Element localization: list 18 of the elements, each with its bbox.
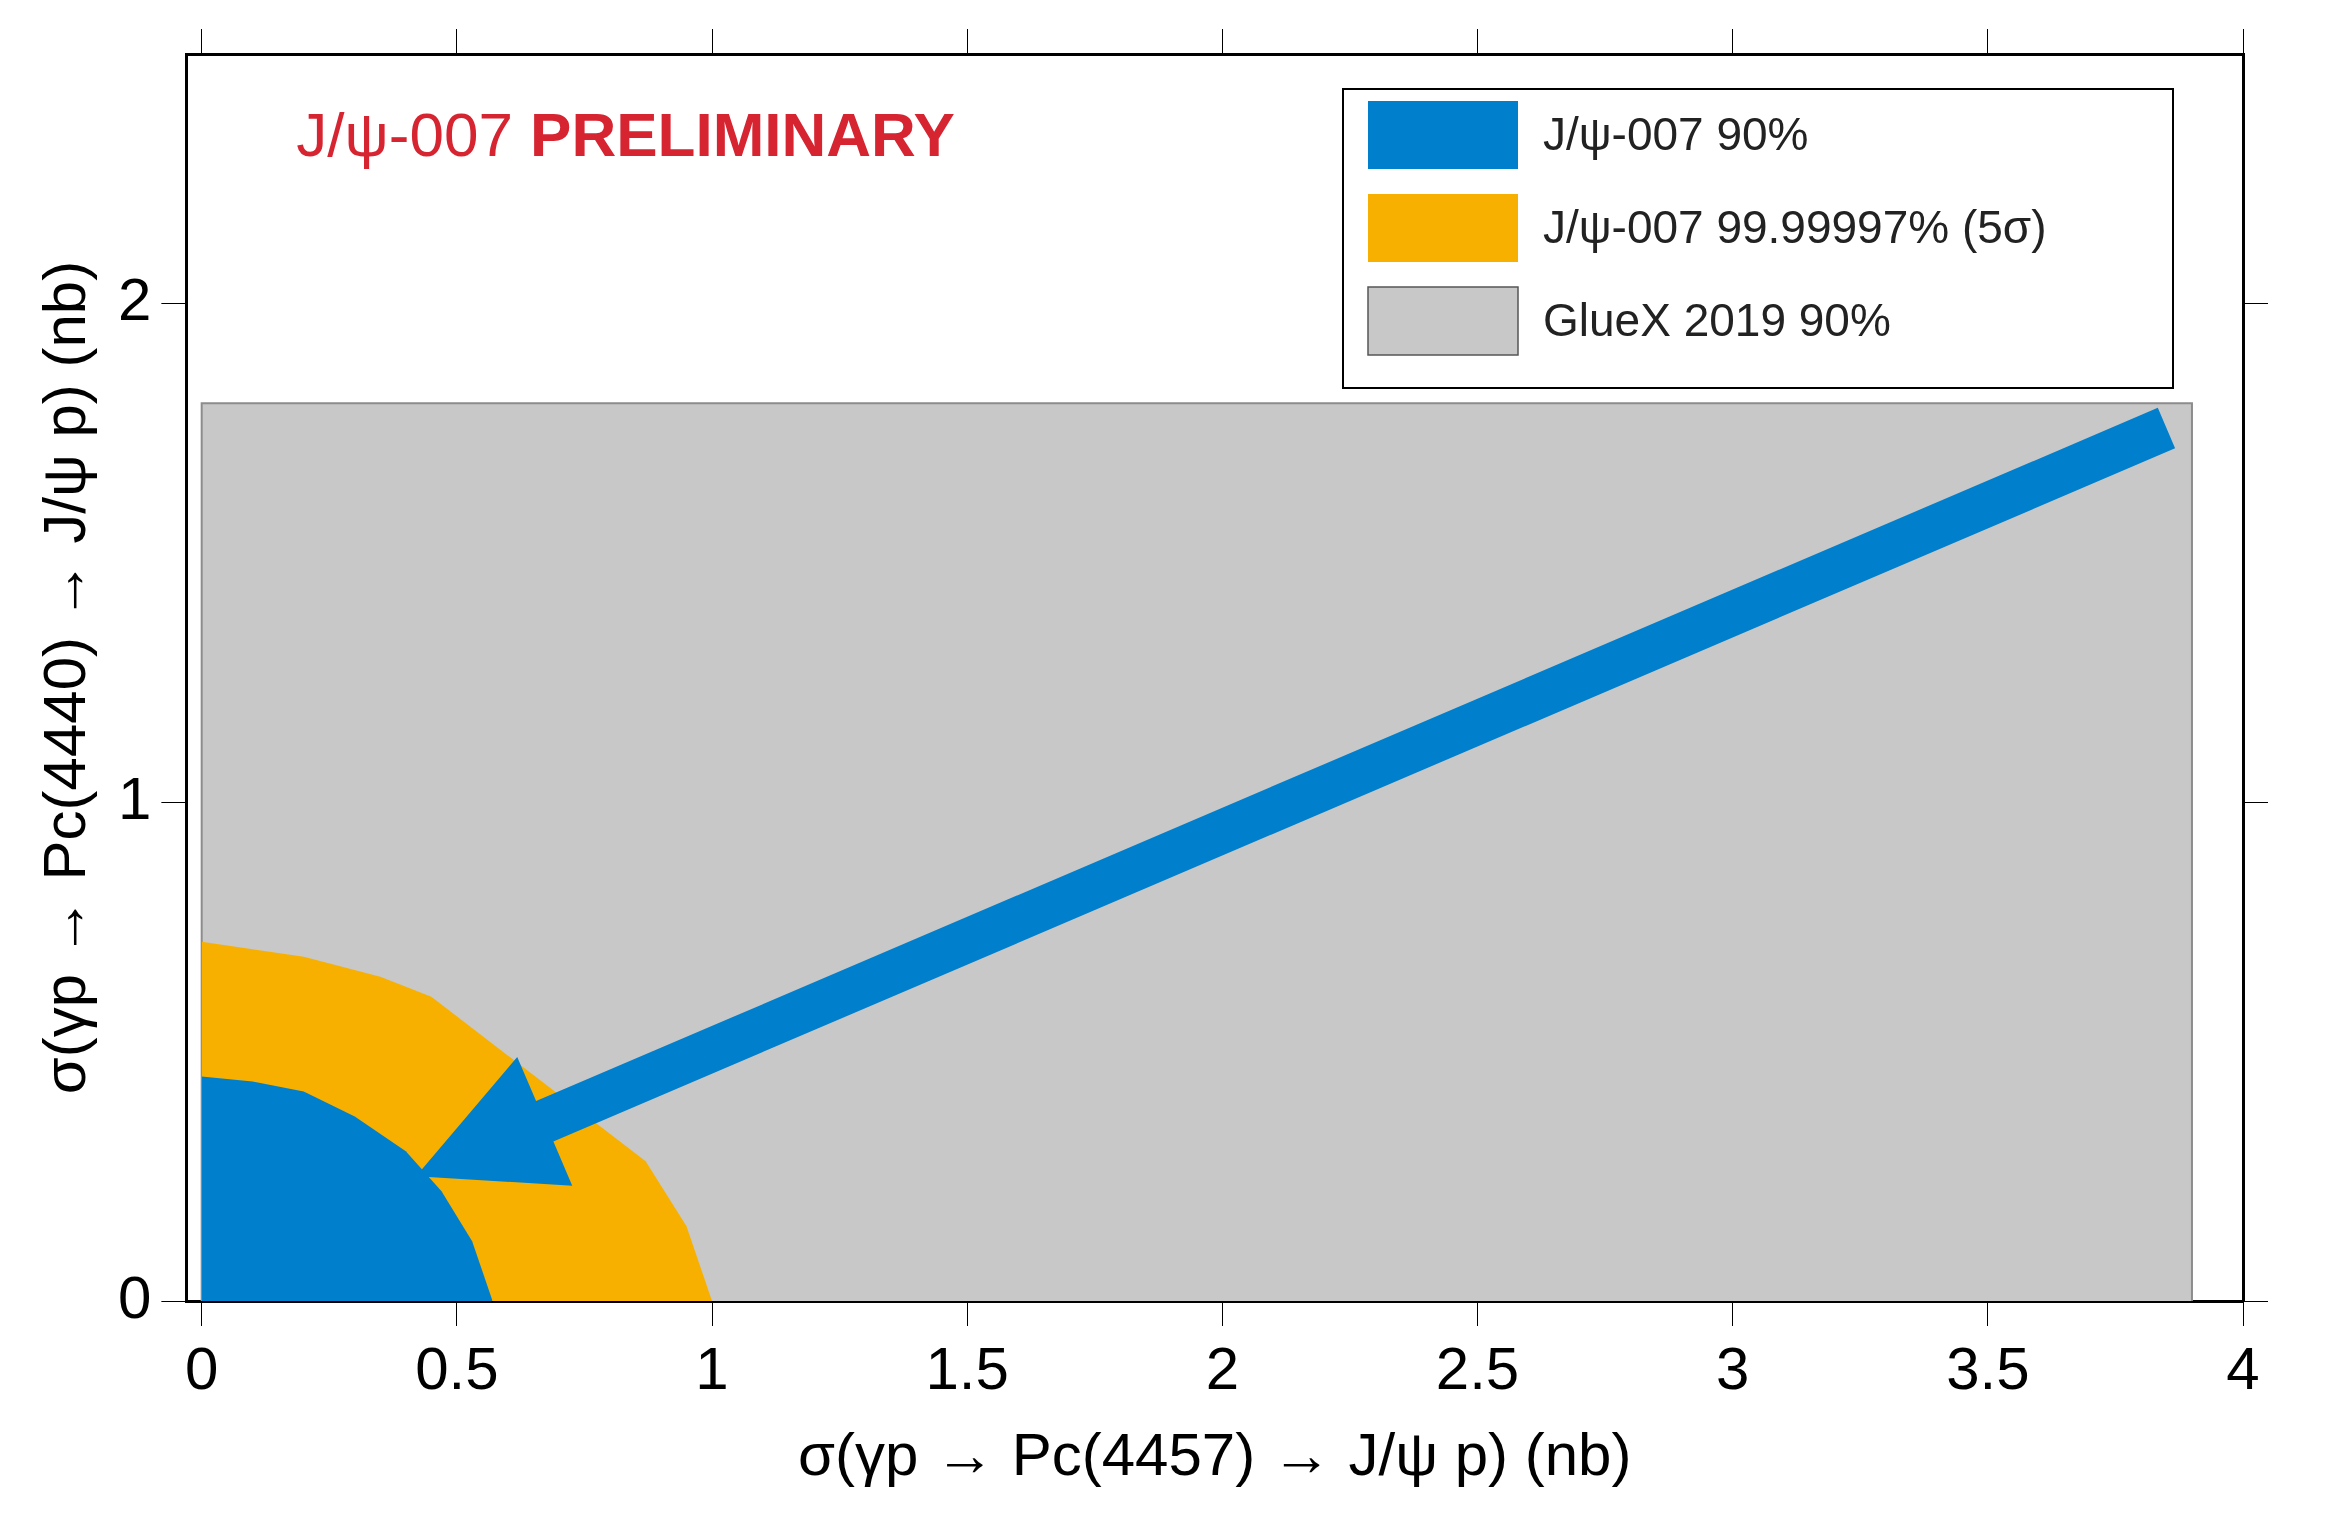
x-axis-title: σ(γp → Pc(4457) → J/ψ p) (nb) (798, 1420, 1632, 1488)
x-tick-label: 4 (2226, 1334, 2260, 1402)
legend-label: J/ψ-007 99.99997% (5σ) (1543, 200, 2047, 253)
x-tick-label: 0 (184, 1334, 219, 1402)
x-tick-label: 0.5 (415, 1334, 499, 1402)
x-tick-label: 2 (1205, 1334, 1240, 1402)
x-tick-label: 3.5 (1946, 1334, 2030, 1402)
annotation: J/ψ-007 PRELIMINARY (296, 100, 955, 170)
y-tick-label: 2 (117, 265, 152, 333)
y-axis-title: σ(γp → Pc(4440) → J/ψ p) (nb) (30, 260, 98, 1095)
legend-label: J/ψ-007 90% (1543, 107, 1809, 160)
x-tick-label: 2.5 (1435, 1334, 1520, 1402)
y-tick-label: 0 (117, 1263, 152, 1331)
x-tick-label: 3 (1715, 1334, 1750, 1402)
x-tick-label: 1 (695, 1334, 729, 1402)
y-tick-label: 1 (117, 764, 152, 832)
legend-label: GlueX 2019 90% (1543, 293, 1891, 346)
x-tick-label: 1.5 (925, 1334, 1009, 1402)
